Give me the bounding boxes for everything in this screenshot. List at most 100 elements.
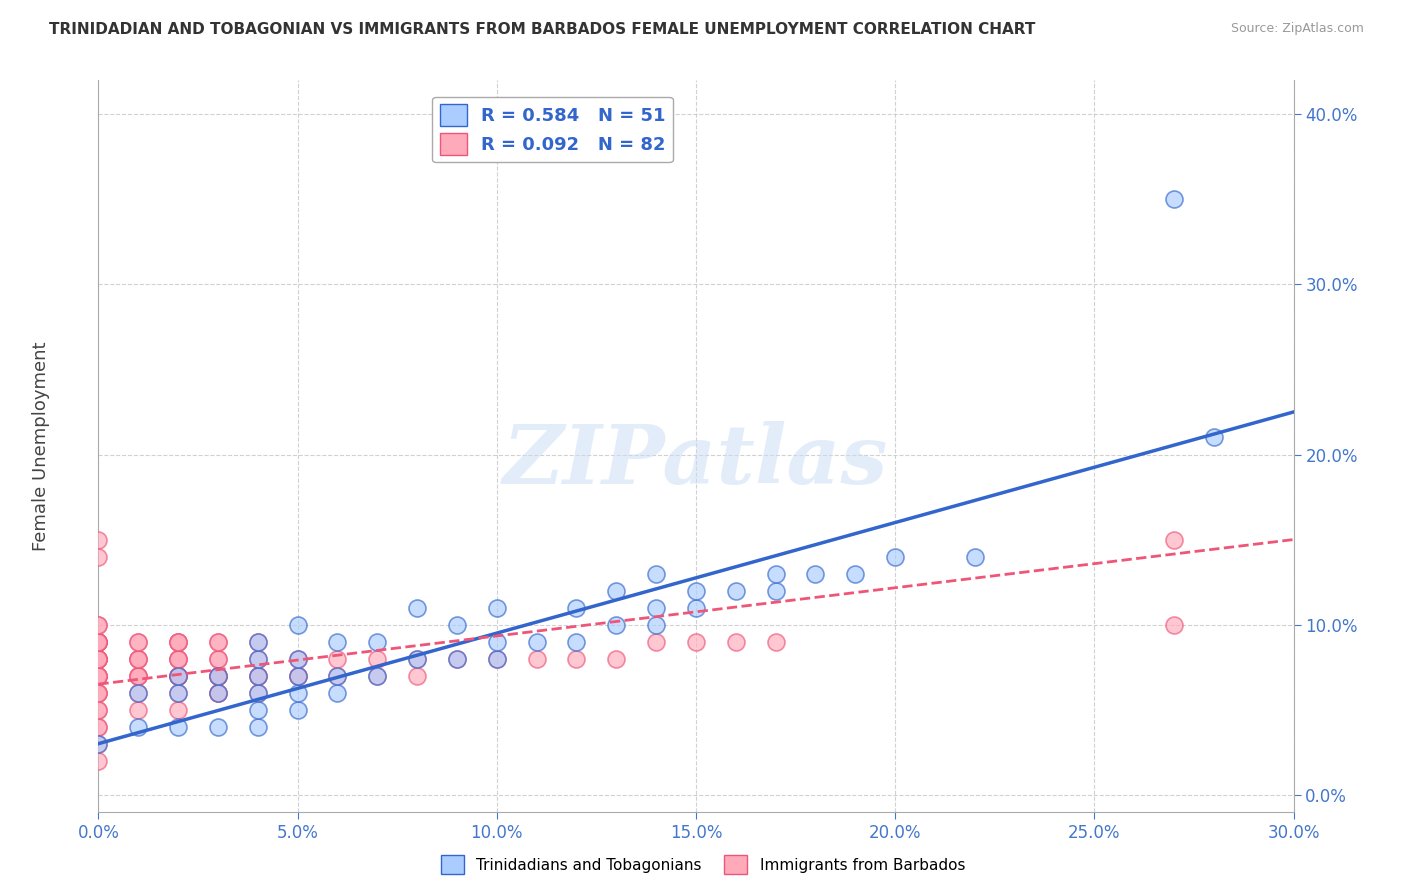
Y-axis label: Female Unemployment: Female Unemployment [32,342,49,550]
Point [1163,192,1185,206]
Point [127,634,149,648]
Point [1202,430,1225,444]
Point [366,651,388,665]
Point [645,634,668,648]
Point [207,668,229,682]
Point [605,617,627,632]
Point [127,686,149,700]
Point [167,668,190,682]
Point [127,651,149,665]
Point [87,617,110,632]
Point [645,600,668,615]
Point [485,651,508,665]
Point [87,617,110,632]
Point [167,703,190,717]
Point [127,651,149,665]
Point [127,668,149,682]
Point [167,686,190,700]
Point [167,668,190,682]
Point [485,600,508,615]
Point [87,668,110,682]
Point [246,668,269,682]
Point [765,634,787,648]
Point [246,668,269,682]
Point [207,668,229,682]
Point [87,533,110,547]
Point [246,634,269,648]
Legend: Trinidadians and Tobagonians, Immigrants from Barbados: Trinidadians and Tobagonians, Immigrants… [434,849,972,880]
Point [87,703,110,717]
Point [127,634,149,648]
Point [127,703,149,717]
Point [884,549,907,564]
Point [87,703,110,717]
Point [207,668,229,682]
Point [446,651,468,665]
Point [685,583,707,598]
Point [844,566,866,581]
Point [127,651,149,665]
Point [87,651,110,665]
Point [87,668,110,682]
Point [127,686,149,700]
Point [526,651,548,665]
Point [87,651,110,665]
Point [246,686,269,700]
Point [963,549,986,564]
Point [1163,617,1185,632]
Point [605,651,627,665]
Point [485,651,508,665]
Point [246,703,269,717]
Point [406,651,429,665]
Point [685,600,707,615]
Point [565,600,588,615]
Point [167,634,190,648]
Point [287,668,309,682]
Point [246,720,269,734]
Point [246,651,269,665]
Point [446,651,468,665]
Point [565,651,588,665]
Point [485,634,508,648]
Point [526,634,548,648]
Point [685,634,707,648]
Point [87,549,110,564]
Point [246,651,269,665]
Point [765,583,787,598]
Point [287,668,309,682]
Point [287,651,309,665]
Point [246,686,269,700]
Point [127,668,149,682]
Point [287,668,309,682]
Point [366,668,388,682]
Point [605,583,627,598]
Point [167,651,190,665]
Point [406,651,429,665]
Point [765,566,787,581]
Point [167,651,190,665]
Point [326,668,349,682]
Point [127,668,149,682]
Point [207,668,229,682]
Point [645,617,668,632]
Point [87,720,110,734]
Point [87,634,110,648]
Point [87,651,110,665]
Point [87,720,110,734]
Point [207,651,229,665]
Point [87,651,110,665]
Point [446,617,468,632]
Point [724,583,747,598]
Point [87,634,110,648]
Point [207,634,229,648]
Point [207,686,229,700]
Point [167,651,190,665]
Point [366,634,388,648]
Point [207,686,229,700]
Point [804,566,827,581]
Point [406,668,429,682]
Point [207,720,229,734]
Point [87,668,110,682]
Point [87,686,110,700]
Point [167,668,190,682]
